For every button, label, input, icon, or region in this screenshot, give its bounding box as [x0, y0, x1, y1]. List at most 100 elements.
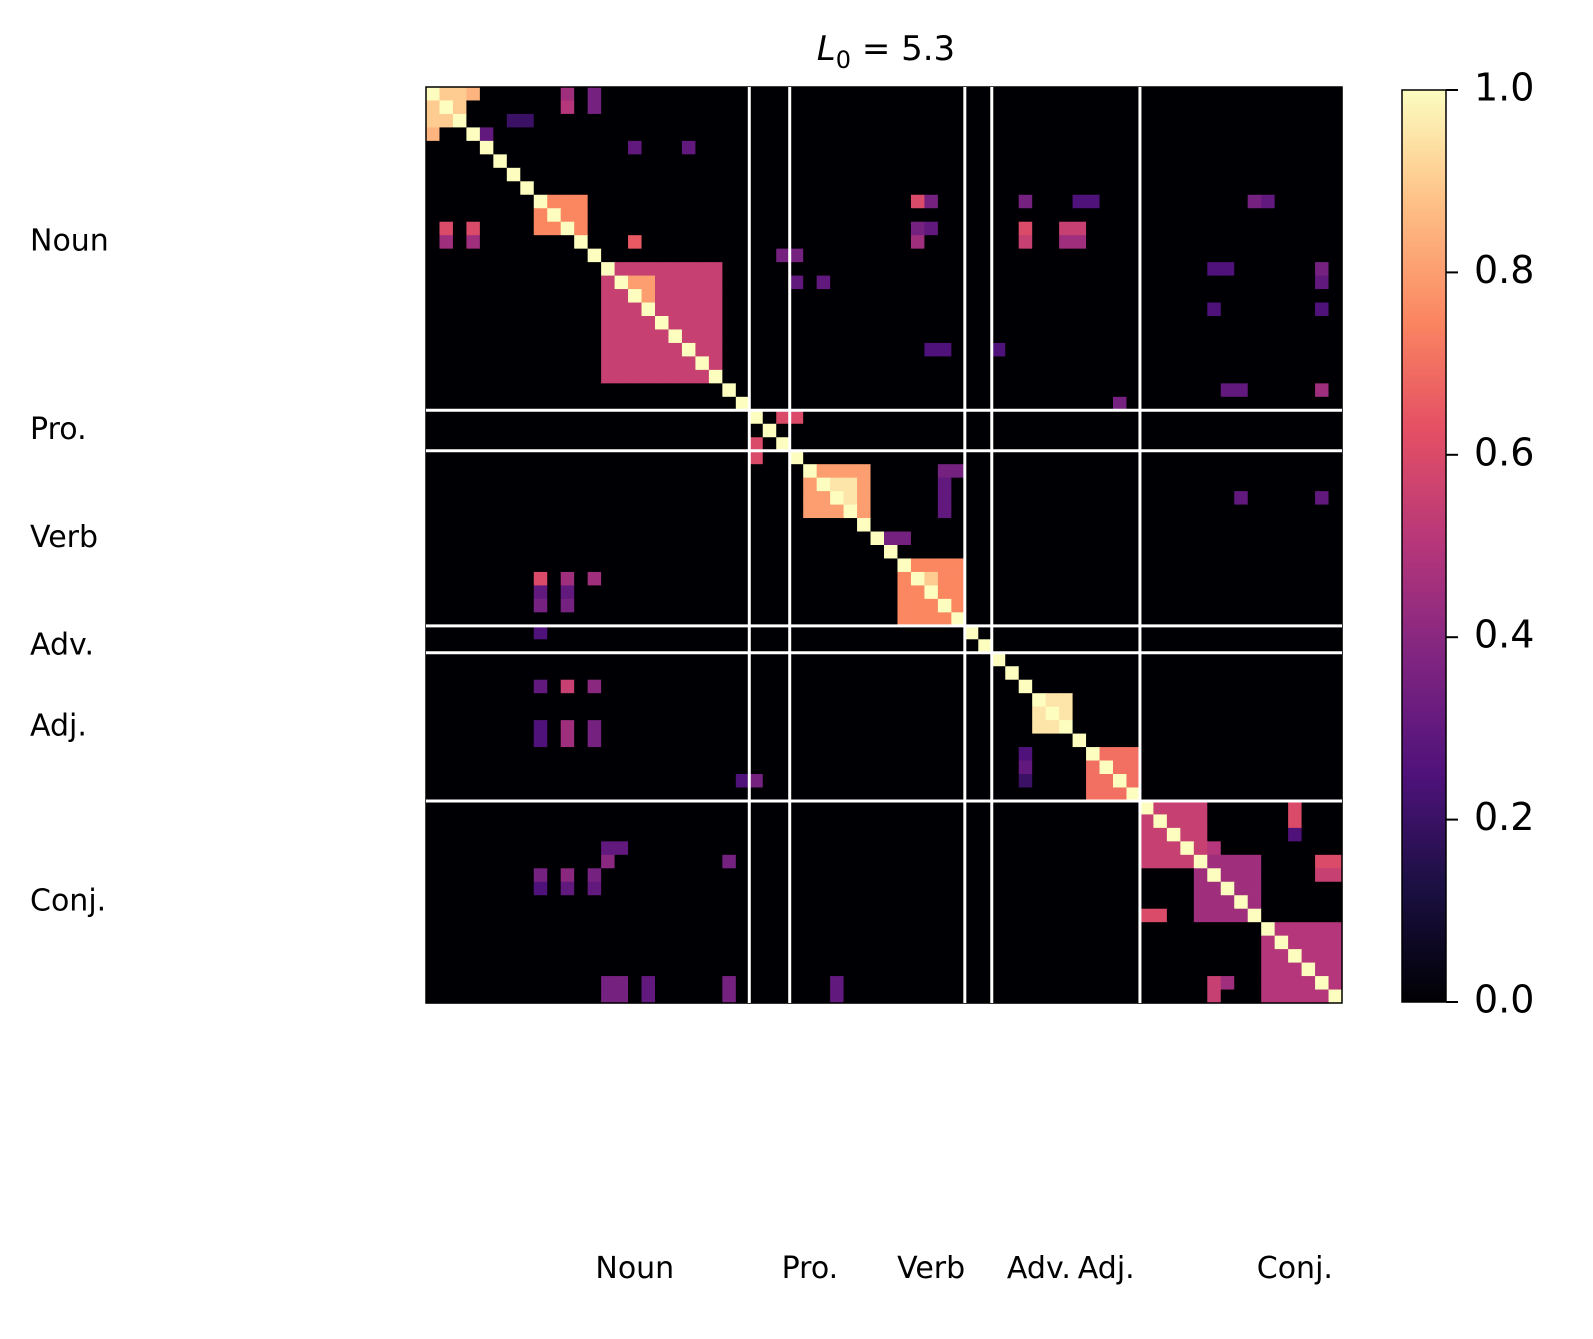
heatmap-cell — [1166, 235, 1181, 250]
heatmap-cell — [1059, 248, 1074, 263]
heatmap-cell — [1274, 113, 1289, 129]
heatmap-cell — [641, 464, 656, 479]
heatmap-cell — [735, 531, 750, 546]
heatmap-cell — [533, 720, 548, 735]
heatmap-cell — [1261, 720, 1276, 735]
heatmap-cell — [520, 989, 535, 1004]
heatmap-cell — [1301, 666, 1316, 681]
heatmap-cell — [1166, 841, 1181, 856]
heatmap-cell — [1072, 262, 1087, 277]
heatmap-cell — [830, 208, 845, 223]
row-label: Adj. — [30, 708, 87, 743]
heatmap-cell — [1139, 423, 1155, 438]
heatmap-cell — [776, 248, 791, 263]
heatmap-cell — [749, 221, 764, 236]
heatmap-cell — [655, 450, 670, 465]
heatmap-cell — [951, 895, 966, 910]
heatmap-cell — [641, 625, 656, 640]
heatmap-cell — [924, 127, 939, 142]
heatmap-cell — [910, 625, 926, 640]
heatmap-cell — [601, 154, 616, 169]
heatmap-cell — [776, 612, 791, 627]
heatmap-cell — [964, 733, 979, 748]
heatmap-cell — [574, 208, 589, 223]
heatmap-cell — [695, 369, 710, 384]
heatmap-cell — [1288, 356, 1303, 371]
heatmap-cell — [479, 800, 494, 816]
heatmap-cell — [1315, 423, 1330, 438]
heatmap-cell — [1328, 747, 1343, 762]
heatmap-cell — [1166, 922, 1181, 937]
heatmap-cell — [1005, 450, 1020, 465]
heatmap-cell — [1139, 989, 1155, 1004]
heatmap-cell — [1328, 666, 1343, 681]
heatmap-cell — [560, 154, 575, 169]
heatmap-cell — [560, 342, 575, 358]
heatmap-cell — [1126, 248, 1141, 263]
heatmap-cell — [1274, 949, 1289, 964]
heatmap-cell — [1045, 545, 1060, 560]
heatmap-cell — [1247, 450, 1262, 465]
heatmap-cell — [910, 733, 926, 748]
heatmap-cell — [560, 612, 575, 627]
heatmap-cell — [1234, 908, 1249, 923]
heatmap-cell — [1086, 571, 1101, 587]
heatmap-cell — [1301, 437, 1316, 452]
heatmap-cell — [506, 437, 521, 452]
heatmap-cell — [681, 989, 697, 1004]
heatmap-cell — [452, 154, 468, 169]
heatmap-cell — [520, 396, 535, 411]
heatmap-cell — [641, 221, 656, 236]
heatmap-cell — [1099, 100, 1114, 115]
heatmap-cell — [816, 275, 831, 290]
heatmap-cell — [978, 989, 993, 1004]
heatmap-cell — [1113, 666, 1128, 681]
heatmap-cell — [1018, 275, 1033, 290]
heatmap-cell — [910, 140, 926, 155]
heatmap-cell — [695, 235, 710, 250]
heatmap-cell — [1207, 113, 1222, 129]
heatmap-cell — [628, 450, 643, 465]
heatmap-cell — [479, 598, 494, 613]
heatmap-cell — [924, 612, 939, 627]
heatmap-cell — [951, 208, 966, 223]
heatmap-cell — [614, 87, 629, 102]
heatmap-cell — [708, 356, 723, 371]
heatmap-cell — [520, 571, 535, 587]
heatmap-cell — [1274, 706, 1289, 721]
heatmap-cell — [884, 262, 899, 277]
heatmap-cell — [1153, 383, 1168, 398]
heatmap-cell — [870, 598, 885, 613]
heatmap-cell — [722, 720, 737, 735]
heatmap-cell — [681, 410, 697, 425]
heatmap-cell — [978, 908, 993, 923]
heatmap-cell — [1328, 558, 1343, 573]
heatmap-cell — [1220, 262, 1235, 277]
heatmap-cell — [937, 531, 952, 546]
heatmap-cell — [1301, 262, 1316, 277]
heatmap-cell — [789, 140, 804, 155]
heatmap-cell — [749, 976, 764, 991]
heatmap-cell — [816, 841, 831, 856]
heatmap-cell — [1315, 248, 1330, 263]
heatmap-cell — [1099, 235, 1114, 250]
heatmap-cell — [884, 962, 899, 977]
heatmap-cell — [1113, 612, 1128, 627]
heatmap-cell — [1247, 652, 1262, 667]
heatmap-cell — [1207, 342, 1222, 358]
heatmap-cell — [681, 383, 697, 398]
heatmap-cell — [1086, 814, 1101, 829]
heatmap-cell — [776, 167, 791, 182]
heatmap-cell — [1193, 289, 1208, 304]
heatmap-cell — [1126, 464, 1141, 479]
heatmap-cell — [857, 423, 872, 438]
heatmap-cell — [830, 720, 845, 735]
heatmap-cell — [897, 612, 912, 627]
heatmap-cell — [991, 356, 1006, 371]
heatmap-cell — [466, 423, 481, 438]
heatmap-cell — [601, 437, 616, 452]
heatmap-cell — [1247, 262, 1262, 277]
heatmap-cell — [937, 639, 952, 654]
heatmap-cell — [574, 477, 589, 492]
heatmap-cell — [1032, 720, 1047, 735]
